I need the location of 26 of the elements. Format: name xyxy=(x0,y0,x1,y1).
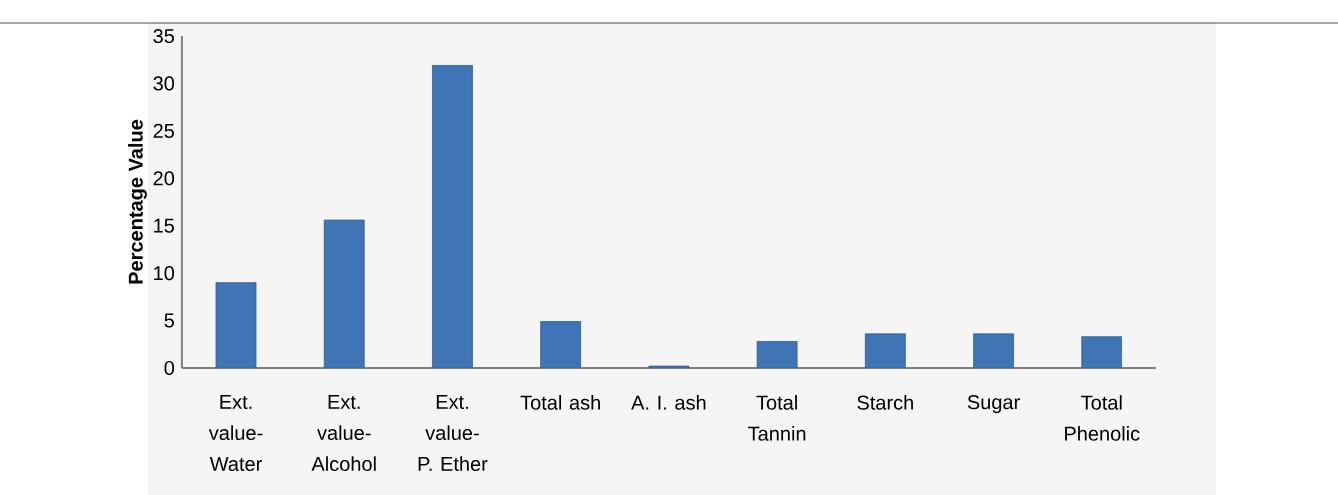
bar xyxy=(973,333,1014,368)
bar xyxy=(864,333,906,368)
y-tick-label: 0 xyxy=(164,360,175,376)
x-tick-label: Starch xyxy=(857,395,913,410)
x-tick-label: Sugar xyxy=(967,395,1020,414)
x-tick-label: A. I. ash xyxy=(631,395,706,410)
x-tick-label: Total ash xyxy=(520,395,600,410)
x-tick-label: Total Phenolic xyxy=(1065,395,1140,441)
x-tick-label: Ext. value- P. Ether xyxy=(418,395,488,472)
y-tick-label: 25 xyxy=(153,123,174,138)
x-tick-label: Ext. value-Water xyxy=(208,395,263,472)
bar xyxy=(540,321,582,368)
bar xyxy=(432,65,473,368)
x-tick-label: Ext. value-Alcohol xyxy=(311,395,376,472)
y-tick-label: 5 xyxy=(164,313,174,328)
bar xyxy=(1081,336,1123,368)
y-tick-label: 35 xyxy=(153,28,174,44)
y-tick-label: 15 xyxy=(154,218,174,233)
bar xyxy=(323,219,365,368)
y-tick-label: 10 xyxy=(154,266,175,281)
y-tick-label: 20 xyxy=(153,171,175,186)
x-tick-label: Total Tannin xyxy=(748,395,806,441)
bar xyxy=(215,282,257,368)
bar xyxy=(756,341,798,368)
y-axis-title: Percentage Value xyxy=(128,119,147,284)
y-tick-label: 30 xyxy=(153,76,175,91)
